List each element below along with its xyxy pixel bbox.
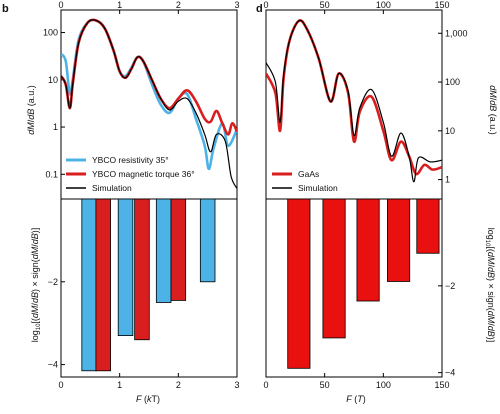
b-top-y-tick-label: 100 <box>43 28 58 38</box>
b-top-y-tick-label: 0.1 <box>45 169 58 179</box>
d-bottom-bar-s1-5 <box>416 198 440 254</box>
d-xlabel: F (T) <box>346 394 366 404</box>
b-legend: YBCO resistivity 35° YBCO magnetic torqu… <box>66 155 195 193</box>
d-bottom-bar-s1-4 <box>387 198 411 282</box>
b-bottom-bar-s1-4 <box>199 198 216 283</box>
d-top-ylabel: dM/dB (a.u.) <box>488 85 498 135</box>
b-top-y-tick-label: 10 <box>48 75 58 85</box>
b-bottom-x-tick-label: 2 <box>176 380 181 390</box>
b-bottom-y-tick-label: −4 <box>48 360 58 370</box>
legend-label-b-simulation: Simulation <box>92 183 132 193</box>
b-bottom-x-tick-label: 3 <box>234 380 239 390</box>
d-top-y-tick-label: 100 <box>445 77 460 87</box>
legend-label-ybco-resistivity: YBCO resistivity 35° <box>92 155 169 165</box>
b-bottom-ylabel: log10[(dM/dB) × sign(dM/dB)] <box>30 228 42 343</box>
d-bottom-ylabel: log10[(dM/dB) × sign(dM/dB)] <box>484 228 496 343</box>
b-top-x-tick-label: 1 <box>117 0 122 10</box>
d-bottom-bar-s1-1 <box>287 198 311 369</box>
panel-label-b: b <box>2 3 9 15</box>
b-bottom-bar-s2-1 <box>95 198 111 372</box>
b-bottom-y-tick-label: −2 <box>48 277 58 287</box>
legend-label-gaas: GaAs <box>298 169 319 179</box>
d-bottom-y-tick-label: −4 <box>445 368 455 378</box>
d-bottom-bar-s1-2 <box>322 198 346 339</box>
b-top-x-tick-label: 0 <box>58 0 63 10</box>
b-bottom-bar-s2-3 <box>170 198 187 301</box>
d-bottom-plot-frame <box>265 198 443 378</box>
d-bottom-x-tick-label: 150 <box>434 380 449 390</box>
d-top-x-tick-label: 150 <box>434 0 449 10</box>
b-bottom-bar-s1-3 <box>155 198 172 303</box>
b-bottom-bar-s2-2 <box>134 198 150 341</box>
b-xlabel: F (kT) <box>136 394 160 404</box>
d-top-x-tick-label: 50 <box>320 0 330 10</box>
b-top-x-tick-label: 2 <box>176 0 181 10</box>
b-top-ylabel: dM/dB (a.u.) <box>26 85 36 135</box>
d-legend: GaAs Simulation <box>272 169 338 193</box>
b-top-series-1-line <box>61 18 237 171</box>
d-bottom-x-tick-label: 100 <box>376 380 391 390</box>
legend-label-ybco-torque: YBCO magnetic torque 36° <box>92 169 195 179</box>
b-top-series-3-line <box>61 19 237 189</box>
b-bottom-bar-s1-1 <box>81 198 97 372</box>
d-top-x-tick-label: 0 <box>263 0 268 10</box>
d-bottom-y-tick-label: −2 <box>445 281 455 291</box>
legend-label-d-simulation: Simulation <box>298 183 338 193</box>
panel-label-d: d <box>256 3 263 15</box>
b-top-x-tick-label: 3 <box>234 0 239 10</box>
d-bottom-bar-s1-3 <box>356 198 380 302</box>
d-top-x-tick-label: 100 <box>376 0 391 10</box>
d-top-y-tick-label: 1,000 <box>445 28 468 38</box>
d-bottom-x-tick-label: 50 <box>320 380 330 390</box>
b-top-y-tick-label: 1 <box>53 122 58 132</box>
b-bottom-bar-s1-2 <box>117 198 134 337</box>
d-bottom-x-tick-label: 0 <box>263 380 268 390</box>
b-bottom-x-tick-label: 1 <box>117 380 122 390</box>
d-top-series-2-line <box>266 19 442 183</box>
d-top-y-tick-label: 1 <box>445 175 450 185</box>
b-bottom-x-tick-label: 0 <box>58 380 63 390</box>
d-top-series-1-line <box>266 19 442 176</box>
d-top-y-tick-label: 10 <box>445 126 455 136</box>
